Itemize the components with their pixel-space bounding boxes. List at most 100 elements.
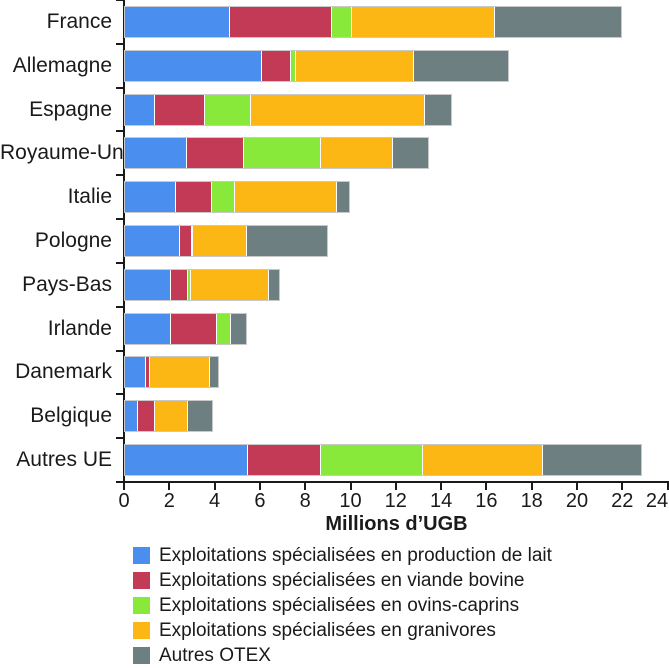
bar-segment <box>233 182 336 213</box>
y-axis-tick <box>116 218 123 220</box>
y-axis-line <box>123 0 125 482</box>
legend-item: Exploitations spécialisées en ovins-capr… <box>133 593 552 618</box>
y-axis-tick <box>116 350 123 352</box>
bar-segment <box>154 401 188 432</box>
bar-segment <box>331 6 352 37</box>
y-axis-tick <box>116 130 123 132</box>
bar-segment <box>208 357 218 388</box>
bar-segment <box>211 182 234 213</box>
bar-row: Danemark <box>0 351 669 395</box>
bar-segment <box>351 6 495 37</box>
bar-segment <box>125 94 155 125</box>
legend-item: Exploitations spécialisées en granivores <box>133 618 552 643</box>
country-label: Belgique <box>30 404 112 428</box>
country-label: Allemagne <box>12 53 112 77</box>
bar-row: Allemagne <box>0 44 669 88</box>
y-axis-tick <box>116 437 123 439</box>
bar-row: Belgique <box>0 394 669 438</box>
bar-segment <box>260 50 291 81</box>
bar-segment <box>190 225 192 256</box>
y-axis-tick <box>116 262 123 264</box>
bar-segment <box>267 269 279 300</box>
legend-item: Exploitations spécialisées en production… <box>133 543 552 568</box>
bar-segment <box>125 138 187 169</box>
bar-row: Autres UE <box>0 438 669 482</box>
country-label: Espagne <box>29 97 112 121</box>
bar-segment <box>179 225 191 256</box>
x-axis-tick <box>349 483 352 490</box>
y-axis-tick <box>116 0 123 1</box>
bar-segment <box>137 401 155 432</box>
x-tick-label: 12 <box>384 490 407 512</box>
stacked-bar <box>123 137 430 170</box>
bar-segment <box>170 269 188 300</box>
x-axis-tick <box>258 483 261 490</box>
x-axis-tick <box>530 483 533 490</box>
stacked-bar <box>124 356 219 389</box>
country-label: Pologne <box>34 228 112 252</box>
stacked-bar <box>123 400 214 433</box>
x-axis-tick <box>168 483 171 490</box>
bar-segment <box>319 445 422 476</box>
bar-segment <box>187 269 190 300</box>
bar-segment <box>423 94 452 125</box>
x-axis-tick <box>123 483 125 490</box>
x-tick-label: 10 <box>339 490 362 512</box>
bar-segment <box>125 357 146 388</box>
plot-area: France Allemagne Espagne Royaume-Uni Italie P… <box>0 0 669 512</box>
legend-label: Exploitations spécialisées en granivores <box>159 619 496 641</box>
stacked-bar <box>123 181 351 214</box>
x-axis-tick <box>440 483 443 490</box>
legend: Exploitations spécialisées en production… <box>133 543 552 668</box>
country-label: Danemark <box>15 360 112 384</box>
bar-segment <box>319 138 393 169</box>
y-axis-tick <box>116 393 123 395</box>
bar-segment <box>125 6 230 37</box>
country-label: France <box>46 9 112 33</box>
x-tick-label: 20 <box>565 490 589 512</box>
country-label: Irlande <box>47 316 112 340</box>
bar-segment <box>154 94 205 125</box>
legend-swatch <box>133 597 150 614</box>
stacked-bar <box>124 268 280 301</box>
y-axis-tick <box>116 174 123 176</box>
bar-segment <box>204 94 250 125</box>
bar-segment <box>541 445 642 476</box>
bar-segment <box>246 225 327 256</box>
bar-segment <box>229 6 332 37</box>
x-axis-tick <box>304 483 307 490</box>
legend-label: Exploitations spécialisées en production… <box>159 544 552 566</box>
y-axis-tick <box>116 43 123 45</box>
bar-segment <box>125 313 171 344</box>
bar-row: France <box>0 0 669 44</box>
country-label: Royaume-Uni <box>0 141 129 165</box>
bar-segment <box>215 313 231 344</box>
bar-segment <box>421 445 542 476</box>
bar-segment <box>125 269 171 300</box>
legend-item: Exploitations spécialisées en viande bov… <box>133 568 552 593</box>
bar-segment <box>294 50 413 81</box>
x-axis-tick <box>621 483 624 490</box>
x-tick-label: 0 <box>118 490 130 512</box>
x-tick-label: 8 <box>299 490 311 512</box>
bar-segment <box>191 225 247 256</box>
x-axis-tick <box>394 483 397 490</box>
x-tick-label: 16 <box>475 490 498 512</box>
legend-swatch <box>133 647 150 664</box>
bar-segment <box>125 225 180 256</box>
bar-segment <box>189 269 268 300</box>
legend-label: Exploitations spécialisées en ovins-capr… <box>159 594 520 616</box>
bar-row: Royaume-Uni <box>0 131 669 175</box>
legend-item: Autres OTEX <box>133 643 552 668</box>
legend-swatch <box>133 547 150 564</box>
stacked-bar <box>123 93 453 126</box>
bar-segment <box>392 138 429 169</box>
x-tick-label: 6 <box>254 490 266 512</box>
country-label: Autres UE <box>16 448 112 472</box>
bar-row: Pays-Bas <box>0 263 669 307</box>
x-tick-label: 24 <box>645 490 669 512</box>
bar-segment <box>247 445 320 476</box>
x-tick-label: 14 <box>429 490 453 512</box>
bar-segment <box>125 445 248 476</box>
bar-segment <box>494 6 621 37</box>
